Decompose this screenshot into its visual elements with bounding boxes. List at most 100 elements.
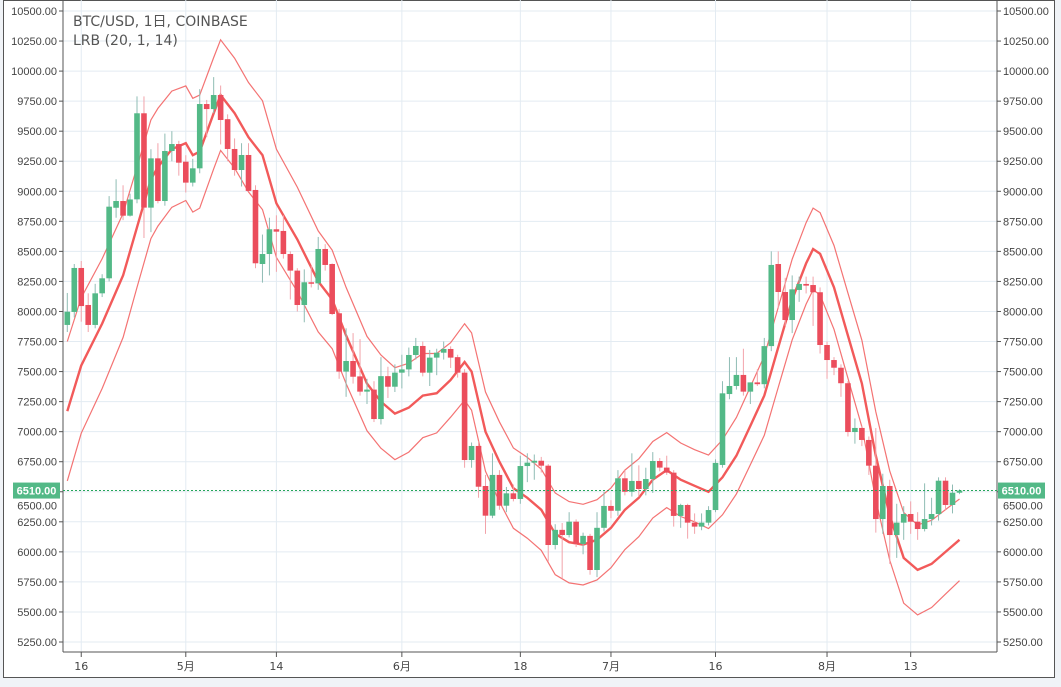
x-tick-label: 16 <box>74 660 88 673</box>
candle-body <box>419 345 426 373</box>
y-tick-label-right: 10250.00 <box>1003 36 1049 48</box>
candle <box>768 251 775 352</box>
candle <box>503 486 510 513</box>
candle-body <box>775 263 782 293</box>
candle <box>315 236 322 290</box>
candle <box>475 441 482 498</box>
candle <box>615 470 621 516</box>
candle-body <box>426 357 433 373</box>
candle-body <box>357 376 363 392</box>
candle-body <box>900 513 907 523</box>
candle <box>879 473 886 534</box>
candle <box>148 149 154 233</box>
candle-body <box>182 161 189 183</box>
candle <box>942 477 949 510</box>
candle <box>636 465 642 497</box>
candle-body <box>454 357 461 373</box>
candle-body <box>684 504 691 523</box>
candle <box>378 357 384 425</box>
candle <box>629 453 635 497</box>
y-tick-label-left: 5750.00 <box>17 577 57 589</box>
candle <box>224 114 231 162</box>
candle-body <box>573 521 579 544</box>
candle <box>873 428 879 533</box>
candle-body <box>810 285 816 293</box>
candle <box>371 381 377 423</box>
candle <box>203 99 210 138</box>
y-tick-label-right: 8750.00 <box>1003 216 1043 228</box>
candle <box>357 339 363 396</box>
candle <box>113 179 119 218</box>
candle-body <box>845 383 851 433</box>
candle-body <box>649 460 656 480</box>
candle <box>677 503 684 528</box>
candle-body <box>217 95 224 121</box>
candle-body <box>308 282 315 284</box>
candle-body <box>782 292 789 321</box>
y-tick-label-right: 6750.00 <box>1003 457 1043 469</box>
candle-body <box>824 345 830 361</box>
candle <box>252 185 259 269</box>
candle <box>663 455 670 475</box>
candle <box>608 500 614 519</box>
last-price-badge-left-text: 6510.00 <box>17 486 57 498</box>
y-tick-label-right: 5250.00 <box>1003 637 1043 649</box>
y-tick-label-left: 8500.00 <box>17 246 57 258</box>
candle <box>189 158 196 187</box>
candle-body <box>524 462 531 467</box>
candle-body <box>691 522 698 527</box>
chart-title: BTC/USD, 1日, COINBASE <box>73 14 248 30</box>
y-tick-label-left: 6000.00 <box>17 547 57 559</box>
y-tick-label-left: 8250.00 <box>17 276 57 288</box>
candle-body <box>803 283 809 286</box>
candle <box>120 185 126 221</box>
y-tick-label-right: 9500.00 <box>1003 126 1043 138</box>
candle <box>691 513 698 534</box>
candle <box>64 292 71 333</box>
candle-body <box>817 292 823 346</box>
candle <box>545 464 552 562</box>
candle-body <box>475 445 482 487</box>
candle-body <box>726 385 733 395</box>
candle-body <box>768 264 775 347</box>
candle <box>92 283 98 329</box>
candle <box>649 452 656 493</box>
candle <box>573 519 579 548</box>
candle <box>496 470 503 510</box>
candle <box>71 263 78 318</box>
candle-body <box>893 522 900 536</box>
candle <box>329 263 335 316</box>
candle-body <box>99 278 105 294</box>
y-tick-label-left: 10000.00 <box>11 66 57 78</box>
candle-body <box>545 465 552 546</box>
candle-body <box>245 154 252 191</box>
candle-body <box>580 535 586 544</box>
candle-body <box>796 283 802 290</box>
candle-body <box>120 201 126 216</box>
candle-body <box>866 439 872 466</box>
candle <box>176 140 182 176</box>
candle-body <box>538 460 545 466</box>
y-tick-label-right: 8250.00 <box>1003 276 1043 288</box>
candle-body <box>608 505 614 511</box>
candle-body <box>615 478 621 511</box>
y-tick-label-right: 10000.00 <box>1003 66 1049 78</box>
candle <box>726 357 733 400</box>
candle <box>210 77 217 114</box>
candle-body <box>921 519 928 530</box>
candle-body <box>106 206 112 279</box>
candle <box>266 217 273 276</box>
y-tick-label-left: 8000.00 <box>17 306 57 318</box>
candle <box>622 470 628 496</box>
candle <box>907 501 914 534</box>
candle <box>594 512 600 578</box>
candle <box>719 381 726 468</box>
candle <box>489 453 496 519</box>
candle <box>426 349 433 386</box>
indicator-legend: LRB (20, 1, 14) <box>73 33 178 49</box>
candle-body <box>406 354 412 370</box>
candle <box>162 133 168 206</box>
candle <box>287 251 294 300</box>
candle-body <box>399 369 405 373</box>
